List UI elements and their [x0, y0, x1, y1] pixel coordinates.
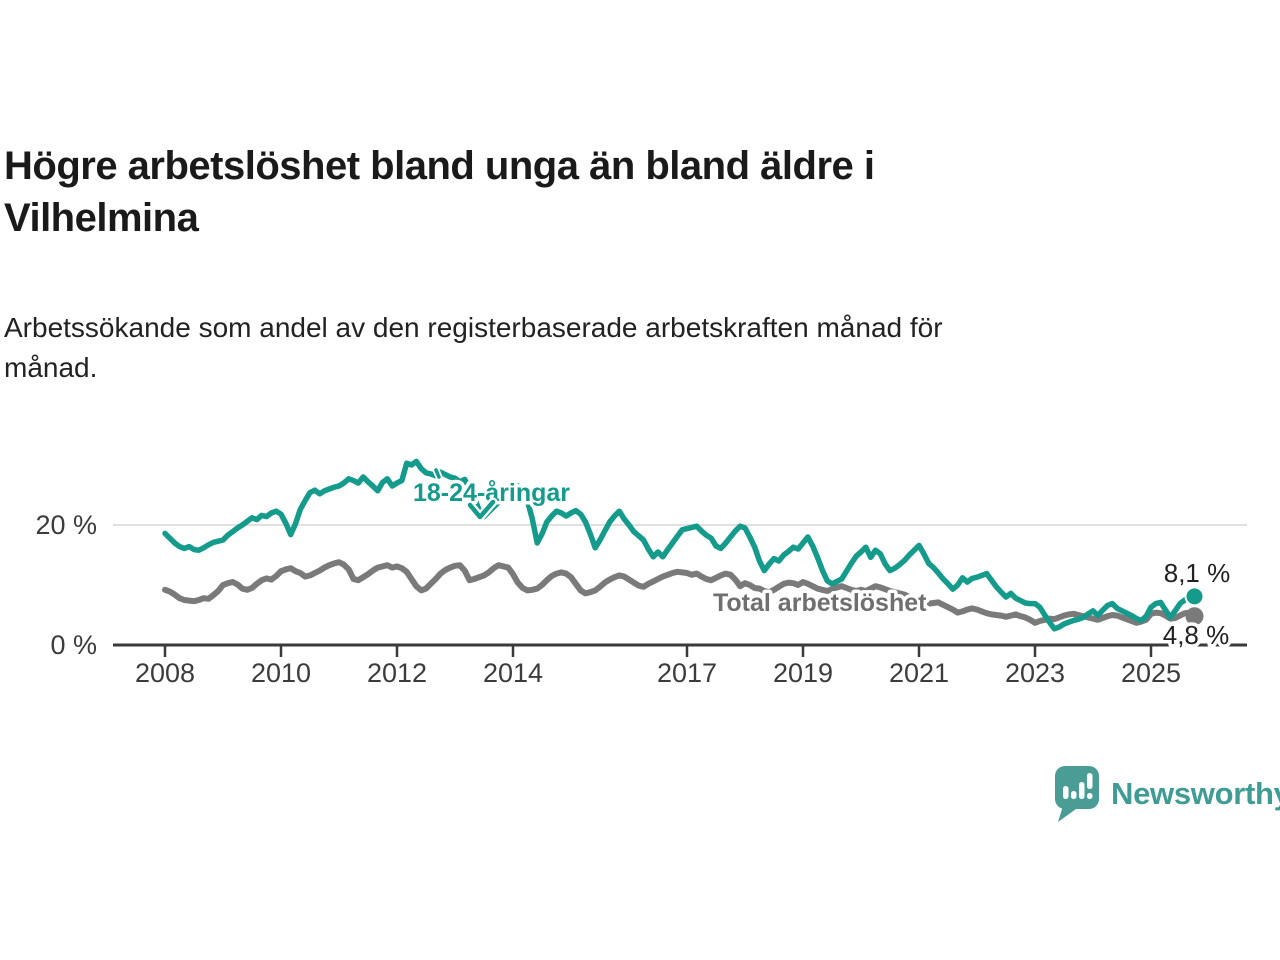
series-end-dot-total [1185, 607, 1204, 626]
subtitle-line-2: månad. [4, 352, 98, 383]
series-label-total: Total arbetslöshet [713, 589, 927, 617]
newsworthy-brand: Newsworthy [1054, 764, 1280, 824]
label-tick-mark [434, 468, 441, 479]
x-tick-label: 2012 [367, 658, 427, 688]
chart-subtitle: Arbetssökande som andel av den registerb… [4, 308, 1184, 388]
x-tick-label: 2023 [1005, 658, 1065, 688]
subtitle-line-1: Arbetssökande som andel av den registerb… [4, 312, 943, 343]
y-tick-label: 20 % [35, 510, 97, 540]
newsworthy-logo-icon [1055, 766, 1099, 822]
end-value-label-youth: 8,1 % [1164, 558, 1231, 588]
x-tick-label: 2010 [251, 658, 311, 688]
label-arrow-icon [467, 499, 496, 520]
x-tick-label: 2014 [483, 658, 543, 688]
x-tick-label: 2008 [135, 658, 195, 688]
y-tick-label: 0 % [50, 630, 97, 660]
x-tick-label: 2017 [657, 658, 717, 688]
series-end-dot-youth [1184, 586, 1205, 607]
x-tick-label: 2021 [889, 658, 949, 688]
newsworthy-wordmark: Newsworthy [1111, 776, 1280, 811]
x-tick-label: 2019 [773, 658, 833, 688]
title-line-1: Högre arbetslöshet bland unga än bland ä… [4, 144, 875, 188]
series-line-total [162, 559, 1198, 626]
page-title: Högre arbetslöshet bland unga än bland ä… [4, 140, 1104, 244]
end-value-label-total: 4,8 % [1163, 620, 1230, 650]
series-label-youth: 18-24-åringar [413, 479, 570, 507]
title-line-2: Vilhelmina [4, 196, 199, 240]
x-tick-label: 2025 [1121, 658, 1181, 688]
series-line-youth [162, 458, 1198, 632]
